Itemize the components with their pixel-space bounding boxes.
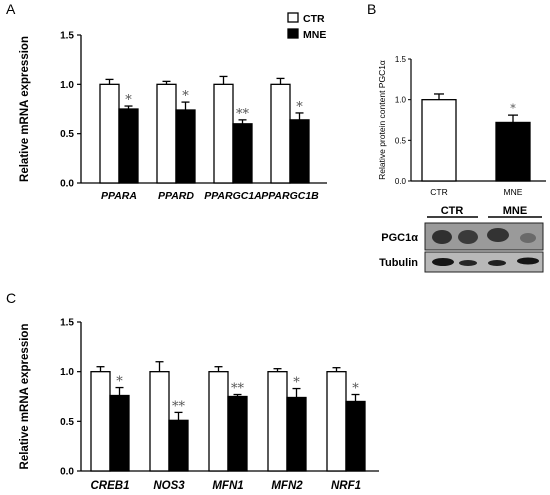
bar-ctr [267,371,288,472]
blot-label-tubulin: Tubulin [379,257,418,269]
bar-ctr [213,83,234,184]
bar-ctr [326,371,347,472]
legend-swatch-ctr [287,12,299,23]
chart-c: 0.0 0.5 1.0 1.5 Relative mRNA expression * CRE… [19,318,379,492]
blot-pgc1a-band [520,233,536,243]
bar-mne [227,395,248,472]
significance-mark: * [125,93,132,108]
blot-tubulin-band [459,260,477,266]
legend-swatch-mne [287,28,299,39]
x-category-label: PPARGC1B [261,190,319,202]
y-tick-label: 1.0 [60,80,74,91]
significance-mark: * [182,89,189,104]
blot-group-mne: MNE [503,205,527,217]
blot-tubulin-band [488,260,506,266]
y-tick-label: 0.0 [60,179,74,190]
y-tick-label: 0.5 [60,417,74,428]
bar-mne [118,108,139,184]
bar-ctr [156,83,177,184]
bar-mne [495,121,531,182]
x-category-label: MFN2 [271,480,303,492]
panel-letter-a: A [6,1,16,17]
significance-mark: ** [231,382,245,397]
significance-mark: ** [172,399,186,414]
x-category-label: CTR [430,187,447,197]
y-tick-label: 1.0 [395,96,407,105]
blot-group-ctr: CTR [441,205,464,217]
significance-mark: * [352,382,359,397]
blot-pgc1a-band [487,228,509,242]
bar-ctr [421,99,457,182]
blot-tubulin-band [517,257,539,265]
blot-tubulin-strip [424,251,544,273]
panel-letter-c: C [6,290,16,306]
y-tick-label: 1.0 [60,367,74,378]
bar-mne [232,123,253,184]
y-tick-label: 1.5 [60,318,74,329]
panel-letter-b: B [367,1,376,17]
blot-pgc1a-band [458,230,478,244]
significance-mark: * [296,100,303,115]
y-axis-title-c: Relative mRNA expression [19,324,31,470]
x-category-label: PPARA [101,190,137,202]
significance-mark: * [116,375,123,390]
bar-mne [168,419,189,472]
y-tick-label: 0.0 [395,177,407,186]
x-category-label: MFN1 [212,480,243,492]
chart-b: 0.0 0.5 1.0 1.5 Relative protein content PGC… [377,55,546,197]
y-tick-label: 0.5 [395,136,407,145]
x-category-label: PPARGC1A [204,190,262,202]
bar-mne [345,400,366,472]
legend-label-ctr: CTR [303,13,325,25]
significance-mark: * [510,102,516,115]
bar-ctr [99,83,120,184]
bar-mne [289,119,310,184]
western-blot: CTR MNE PGC1α Tubulin [379,205,544,273]
y-tick-label: 1.5 [395,55,407,64]
x-category-label: NOS3 [153,480,185,492]
bar-mne [286,396,307,472]
y-tick-label: 0.5 [60,129,74,140]
bar-mne [109,394,130,472]
x-category-label: MNE [504,187,523,197]
bar-ctr [208,371,229,472]
significance-mark: ** [236,107,250,122]
x-category-label: CREB1 [91,480,130,492]
x-category-label: PPARD [158,190,194,202]
blot-tubulin-band [432,258,454,266]
chart-a: 0.0 0.5 1.0 1.5 Relative mRNA expression * PPA… [19,12,327,202]
bar-ctr [270,83,291,184]
blot-pgc1a-band [432,230,452,244]
y-tick-label: 1.5 [60,31,74,42]
blot-label-pgc1a: PGC1α [381,232,418,244]
bar-ctr [90,371,111,472]
significance-mark: * [293,376,300,391]
y-axis-title-a: Relative mRNA expression [19,36,31,182]
bar-ctr [149,371,170,472]
x-category-label: NRF1 [331,480,361,492]
y-tick-label: 0.0 [60,467,74,478]
legend-label-mne: MNE [303,29,326,41]
bar-mne [175,109,196,184]
y-axis-title-b: Relative protein content PGC1α [377,60,387,180]
